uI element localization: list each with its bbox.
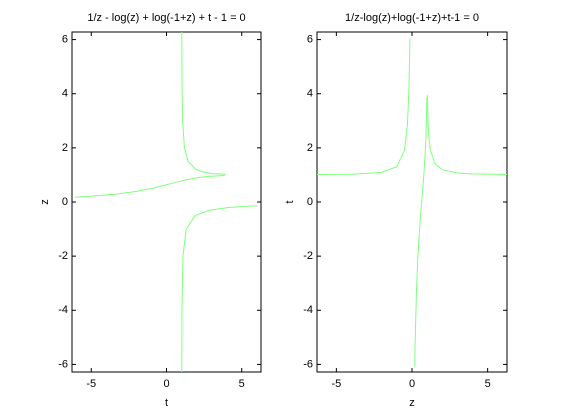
y-tick-label: 6	[307, 33, 313, 45]
chart-title: 1/z - log(z) + log(-1+z) + t - 1 = 0	[87, 12, 245, 24]
x-tick-label: 5	[239, 378, 245, 390]
x-tick-label: 0	[163, 378, 169, 390]
curve	[317, 38, 507, 367]
y-tick-label: 0	[62, 196, 68, 208]
y-axis-label: t	[284, 200, 296, 203]
y-tick-label: -6	[303, 358, 313, 370]
y-tick-label: -4	[303, 304, 313, 316]
x-axis-label: t	[165, 397, 168, 409]
y-tick-label: -6	[58, 358, 68, 370]
y-tick-label: 4	[62, 88, 68, 100]
chart-title: 1/z-log(z)+log(-1+z)+t-1 = 0	[345, 12, 479, 24]
x-tick-label: -5	[86, 378, 96, 390]
x-tick-label: 0	[409, 378, 415, 390]
axes-box	[71, 31, 262, 373]
x-axis-label: z	[409, 397, 415, 409]
y-tick-label: 0	[307, 196, 313, 208]
y-tick-label: 2	[307, 142, 313, 154]
curve	[75, 32, 258, 372]
y-tick-label: 2	[62, 142, 68, 154]
axes-box	[316, 31, 508, 373]
y-tick-label: -4	[58, 304, 68, 316]
x-tick-label: 5	[485, 378, 491, 390]
y-tick-label: -2	[303, 250, 313, 262]
y-axis-label: z	[39, 199, 51, 205]
x-tick-label: -5	[331, 378, 341, 390]
y-tick-label: 4	[307, 88, 313, 100]
y-tick-label: -2	[58, 250, 68, 262]
y-tick-label: 6	[62, 33, 68, 45]
